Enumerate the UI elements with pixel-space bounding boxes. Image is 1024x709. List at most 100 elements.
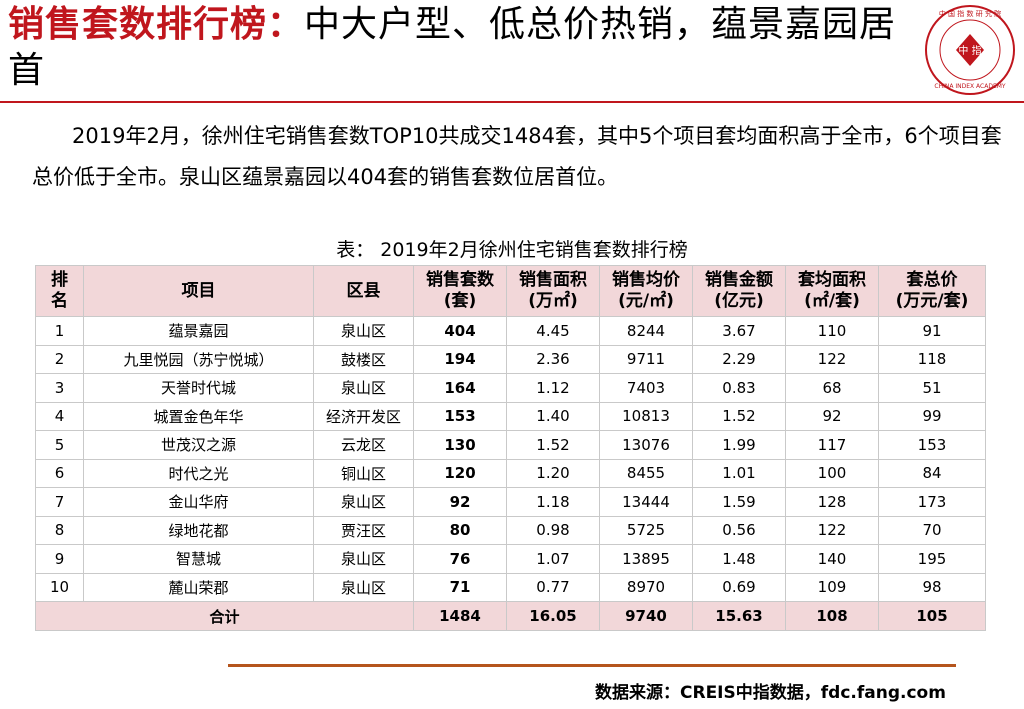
table-cell: 绿地花都: [83, 515, 314, 545]
table-body: 1 蕴景嘉园 泉山区 404 4.45 8244 3.67 110 91 2 九里悦园（苏宁悦城）鼓…: [35, 316, 986, 631]
table-cell: 118: [878, 344, 986, 374]
table-cell: 68: [785, 373, 879, 403]
table-cell: 153: [878, 430, 986, 460]
table-cell: 92: [785, 401, 879, 431]
column-header-line1: 销售面积: [519, 270, 587, 290]
table-cell: 173: [878, 487, 986, 517]
table-cell: 6: [35, 458, 84, 488]
table-row: 3 天誉时代城 泉山区 164 1.12 7403 0.83 68 51: [35, 373, 986, 403]
summary-paragraph: 2019年2月，徐州住宅销售套数TOP10共成交1484套，其中5个项目套均面积…: [32, 124, 1002, 189]
table-cell: 10813: [599, 401, 693, 431]
data-source: 数据来源：CREIS中指数据，fdc.fang.com: [595, 683, 946, 703]
table-cell: 84: [878, 458, 986, 488]
table-cell: 1.07: [506, 544, 600, 574]
column-header: 销售金额 (亿元): [692, 265, 786, 317]
column-header: 套均面积 (㎡/套): [785, 265, 879, 317]
table-caption: 表： 2019年2月徐州住宅销售套数排行榜: [336, 239, 688, 261]
logo-ring-bottom-text: CHINA INDEX ACADEMY: [934, 83, 1006, 90]
table-cell: 98: [878, 572, 986, 602]
column-header-line1: 项目: [181, 280, 216, 301]
table-cell: 120: [413, 458, 507, 488]
title-rest: 中大户型、低总价热销，蕴景嘉园居首: [8, 4, 897, 91]
table-cell: 5: [35, 430, 84, 460]
table-cell: 城置金色年华: [83, 401, 314, 431]
slide-title: 销售套数排行榜：中大户型、低总价热销，蕴景嘉园居首: [8, 2, 908, 94]
table-cell: 1.18: [506, 487, 600, 517]
table-cell: 九里悦园（苏宁悦城）: [83, 344, 314, 374]
column-header-line1: 区县: [346, 280, 381, 301]
table-cell: 世茂汉之源: [83, 430, 314, 460]
column-header-line2: (元/㎡): [618, 291, 674, 311]
table-cell: 8: [35, 515, 84, 545]
table-cell: 70: [878, 515, 986, 545]
table-row: 2 九里悦园（苏宁悦城） 鼓楼区 194 2.36 9711 2.29 122 118: [35, 344, 986, 374]
table-row: 8 绿地花都 贾汪区 80 0.98 5725 0.56 122 70: [35, 515, 986, 545]
table-cell: 1.52: [692, 401, 786, 431]
table-cell: 泉山区: [313, 544, 414, 574]
total-cell: 108: [785, 601, 879, 631]
table-cell: 195: [878, 544, 986, 574]
table-cell: 1.12: [506, 373, 600, 403]
column-header: 排名: [35, 265, 84, 317]
column-header-line2: (万元/套): [895, 291, 969, 311]
column-header-line1: 销售套数: [426, 270, 494, 290]
table-cell: 71: [413, 572, 507, 602]
table-cell: 2.29: [692, 344, 786, 374]
table-cell: 4: [35, 401, 84, 431]
table-cell: 蕴景嘉园: [83, 316, 314, 346]
table-cell: 1.48: [692, 544, 786, 574]
column-header-line1: 销售均价: [612, 270, 680, 290]
table-cell: 智慧城: [83, 544, 314, 574]
table-cell: 鼓楼区: [313, 344, 414, 374]
table-cell: 7: [35, 487, 84, 517]
table-row: 5 世茂汉之源 云龙区 130 1.52 13076 1.99 117 153: [35, 430, 986, 460]
total-cell: 16.05: [506, 601, 600, 631]
logo-center-text: 中 指: [958, 44, 981, 57]
total-cell: 9740: [599, 601, 693, 631]
table-cell: 1: [35, 316, 84, 346]
table-cell: 128: [785, 487, 879, 517]
table-cell: 金山华府: [83, 487, 314, 517]
column-header-line2: 名: [51, 291, 68, 311]
table-cell: 1.99: [692, 430, 786, 460]
table-cell: 130: [413, 430, 507, 460]
table-cell: 80: [413, 515, 507, 545]
table-cell: 153: [413, 401, 507, 431]
table-cell: 8455: [599, 458, 693, 488]
table-cell: 泉山区: [313, 572, 414, 602]
total-cell: 15.63: [692, 601, 786, 631]
table-cell: 140: [785, 544, 879, 574]
table-row: 10 麓山荣郡 泉山区 71 0.77 8970 0.69 109 98: [35, 572, 986, 602]
table-cell: 110: [785, 316, 879, 346]
table-cell: 0.83: [692, 373, 786, 403]
table-cell: 泉山区: [313, 487, 414, 517]
column-header-line2: (套): [443, 291, 477, 311]
table-row: 6 时代之光 铜山区 120 1.20 8455 1.01 100 84: [35, 458, 986, 488]
table-cell: 76: [413, 544, 507, 574]
column-header-line1: 排: [51, 270, 68, 290]
table-cell: 泉山区: [313, 373, 414, 403]
table-cell: 麓山荣郡: [83, 572, 314, 602]
total-row: 合计 1484 16.05 9740 15.63 108 105: [35, 601, 986, 631]
table-cell: 92: [413, 487, 507, 517]
table-cell: 铜山区: [313, 458, 414, 488]
table-cell: 1.59: [692, 487, 786, 517]
table-cell: 2: [35, 344, 84, 374]
total-label: 合计: [35, 601, 414, 631]
column-header-line1: 套总价: [906, 270, 958, 290]
table-cell: 8244: [599, 316, 693, 346]
title-highlight: 销售套数排行榜：: [8, 4, 305, 45]
table-cell: 5725: [599, 515, 693, 545]
table-cell: 7403: [599, 373, 693, 403]
column-header: 项目: [83, 265, 314, 317]
title-divider: [0, 101, 1024, 103]
table-cell: 51: [878, 373, 986, 403]
table-cell: 1.20: [506, 458, 600, 488]
table-cell: 8970: [599, 572, 693, 602]
column-header: 套总价 (万元/套): [878, 265, 986, 317]
ranking-table: 排名项目 区县 销售套数 (套) 销售面积 (万㎡) 销售均价 (元/㎡) 销售金额 (亿元) 套均…: [35, 265, 986, 631]
table-cell: 9711: [599, 344, 693, 374]
table-row: 1 蕴景嘉园 泉山区 404 4.45 8244 3.67 110 91: [35, 316, 986, 346]
table-cell: 99: [878, 401, 986, 431]
column-header-line1: 销售金额: [705, 270, 773, 290]
